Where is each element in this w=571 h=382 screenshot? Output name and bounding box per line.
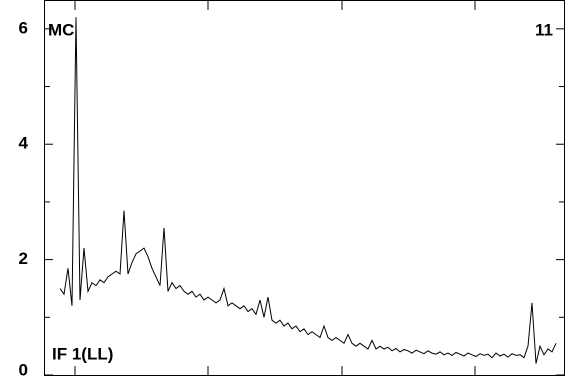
plot-frame [44, 0, 565, 376]
annotation: IF 1(LL) [52, 344, 113, 363]
y-tick-label: 6 [19, 18, 28, 37]
y-tick-label: 2 [19, 249, 28, 268]
spectrum-line [59, 17, 557, 364]
label-left: MC [48, 20, 74, 39]
label-right: 11 [535, 20, 553, 39]
y-tick-label: 4 [19, 134, 29, 153]
x-ticks [74, 0, 476, 376]
y-tick-label: 0 [19, 360, 28, 379]
